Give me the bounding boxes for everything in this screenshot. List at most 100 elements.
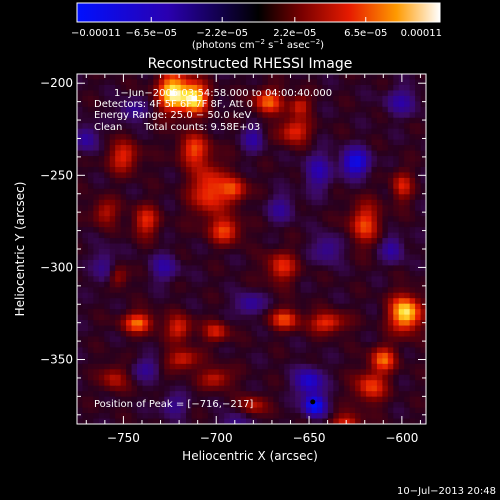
heatmap-cell <box>175 112 182 119</box>
heatmap-cell <box>153 352 160 359</box>
heatmap-cell <box>169 298 176 305</box>
heatmap-cell <box>153 303 160 310</box>
heatmap-cell <box>164 194 171 201</box>
heatmap-cell <box>120 385 127 392</box>
heatmap-cell <box>158 363 165 370</box>
heatmap-cell <box>126 150 133 157</box>
heatmap-cell <box>109 303 116 310</box>
heatmap-cell <box>147 101 154 108</box>
heatmap-cell <box>104 347 111 354</box>
heatmap-cell <box>93 123 100 130</box>
heatmap-cell <box>284 309 291 316</box>
heatmap-cell <box>153 385 160 392</box>
heatmap-cell <box>333 123 340 130</box>
heatmap-cell <box>404 391 411 398</box>
heatmap-cell <box>196 123 204 130</box>
heatmap-cell <box>158 407 165 414</box>
heatmap-cell <box>153 188 160 195</box>
heatmap-cell <box>147 112 154 119</box>
heatmap-cell <box>229 363 236 370</box>
heatmap-cell <box>131 221 138 228</box>
heatmap-cell <box>371 259 378 267</box>
heatmap-cell <box>104 380 111 387</box>
heatmap-cell <box>126 402 133 409</box>
heatmap-cell <box>169 314 176 321</box>
heatmap-cell <box>256 325 263 332</box>
heatmap-cell <box>126 391 133 398</box>
heatmap-cell <box>404 199 411 206</box>
heatmap-cell <box>218 227 225 234</box>
heatmap-cell <box>109 221 116 228</box>
heatmap-cell <box>202 227 209 234</box>
heatmap-cell <box>191 134 198 141</box>
heatmap-cell <box>77 221 84 228</box>
heatmap-cell <box>360 369 367 376</box>
heatmap-cell <box>109 106 116 113</box>
heatmap-cell <box>246 205 253 212</box>
heatmap-cell <box>93 117 100 124</box>
heatmap-cell <box>207 74 214 81</box>
heatmap-cell <box>393 106 400 113</box>
heatmap-cell <box>284 418 291 424</box>
heatmap-cell <box>327 172 334 179</box>
heatmap-cell <box>256 314 263 321</box>
heatmap-cell <box>398 101 405 108</box>
heatmap-cell <box>366 112 373 119</box>
heatmap-cell <box>142 216 149 223</box>
heatmap-cell <box>235 407 242 414</box>
heatmap-cell <box>376 188 383 195</box>
heatmap-cell <box>131 238 138 245</box>
heatmap-cell <box>398 166 405 174</box>
heatmap-cell <box>120 347 127 354</box>
heatmap-cell <box>306 369 313 376</box>
heatmap-cell <box>229 331 236 338</box>
heatmap-cell <box>240 243 247 250</box>
heatmap-cell <box>98 128 105 135</box>
heatmap-cell <box>191 150 198 157</box>
heatmap-cell <box>229 156 236 163</box>
heatmap-cell <box>104 227 111 234</box>
heatmap-cell <box>371 128 378 135</box>
heatmap-cell <box>164 314 171 321</box>
heatmap-cell <box>295 270 302 277</box>
heatmap-cell <box>256 358 263 365</box>
heatmap-cell <box>126 161 133 168</box>
heatmap-cell <box>262 79 269 86</box>
heatmap-cell <box>98 314 105 321</box>
heatmap-cell <box>360 161 367 168</box>
heatmap-cell <box>240 210 247 217</box>
heatmap-cell <box>415 287 422 294</box>
heatmap-cell <box>93 227 100 234</box>
heatmap-cell <box>164 134 171 141</box>
heatmap-cell <box>284 117 291 124</box>
heatmap-cell <box>207 210 214 217</box>
heatmap-cell <box>98 84 105 92</box>
heatmap-cell <box>218 139 225 146</box>
heatmap-cell <box>278 281 285 288</box>
heatmap-cell <box>349 413 356 420</box>
heatmap-cell <box>175 205 182 212</box>
heatmap-cell <box>120 95 127 102</box>
heatmap-cell <box>82 303 89 310</box>
heatmap-cell <box>77 238 84 245</box>
heatmap-cell <box>382 336 389 343</box>
heatmap-cell <box>246 374 253 381</box>
heatmap-cell <box>120 232 127 239</box>
heatmap-cell <box>333 303 340 310</box>
heatmap-cell <box>366 145 373 152</box>
heatmap-cell <box>382 106 389 113</box>
heatmap-cell <box>147 402 154 409</box>
heatmap-cell <box>191 325 198 332</box>
heatmap-cell <box>104 369 111 376</box>
heatmap-cell <box>284 276 291 283</box>
heatmap-cell <box>235 145 242 152</box>
heatmap-cell <box>393 298 400 305</box>
heatmap-cell <box>393 309 400 316</box>
heatmap-cell <box>196 363 204 370</box>
heatmap-cell <box>186 336 193 343</box>
heatmap-cell <box>300 183 307 190</box>
heatmap-cell <box>153 238 160 245</box>
heatmap-cell <box>120 270 127 277</box>
heatmap-cell <box>77 145 84 152</box>
heatmap-cell <box>115 287 122 294</box>
